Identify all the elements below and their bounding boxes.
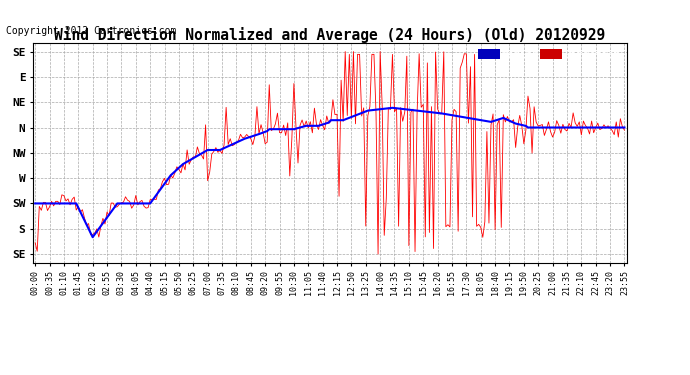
Text: Copyright 2012 Cartronics.com: Copyright 2012 Cartronics.com — [6, 26, 176, 36]
Title: Wind Direction Normalized and Average (24 Hours) (Old) 20120929: Wind Direction Normalized and Average (2… — [55, 27, 605, 43]
Legend: Median, Direction: Median, Direction — [477, 48, 621, 61]
